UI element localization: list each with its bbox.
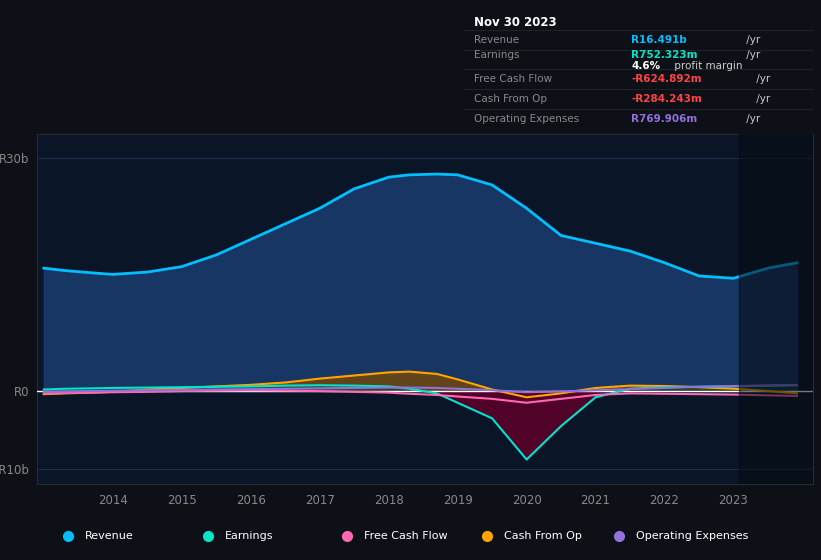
Text: Earnings: Earnings <box>475 49 520 59</box>
Text: Operating Expenses: Operating Expenses <box>636 531 748 541</box>
Text: /yr: /yr <box>754 74 771 85</box>
Text: /yr: /yr <box>754 94 771 104</box>
Bar <box>739 134 813 484</box>
Text: Operating Expenses: Operating Expenses <box>475 114 580 124</box>
Text: /yr: /yr <box>743 114 760 124</box>
Text: R752.323m: R752.323m <box>631 49 698 59</box>
Text: Revenue: Revenue <box>475 35 520 45</box>
Text: Free Cash Flow: Free Cash Flow <box>475 74 553 85</box>
Text: Free Cash Flow: Free Cash Flow <box>365 531 448 541</box>
Text: -R284.243m: -R284.243m <box>631 94 702 104</box>
Text: -R624.892m: -R624.892m <box>631 74 702 85</box>
Text: Cash From Op: Cash From Op <box>475 94 548 104</box>
Text: R16.491b: R16.491b <box>631 35 687 45</box>
Text: 4.6%: 4.6% <box>631 62 660 71</box>
Text: profit margin: profit margin <box>672 62 743 71</box>
Text: /yr: /yr <box>743 49 760 59</box>
Text: Revenue: Revenue <box>85 531 134 541</box>
Text: /yr: /yr <box>743 35 760 45</box>
Text: R769.906m: R769.906m <box>631 114 698 124</box>
Text: Cash From Op: Cash From Op <box>504 531 582 541</box>
Text: Earnings: Earnings <box>225 531 273 541</box>
Text: Nov 30 2023: Nov 30 2023 <box>475 16 557 29</box>
